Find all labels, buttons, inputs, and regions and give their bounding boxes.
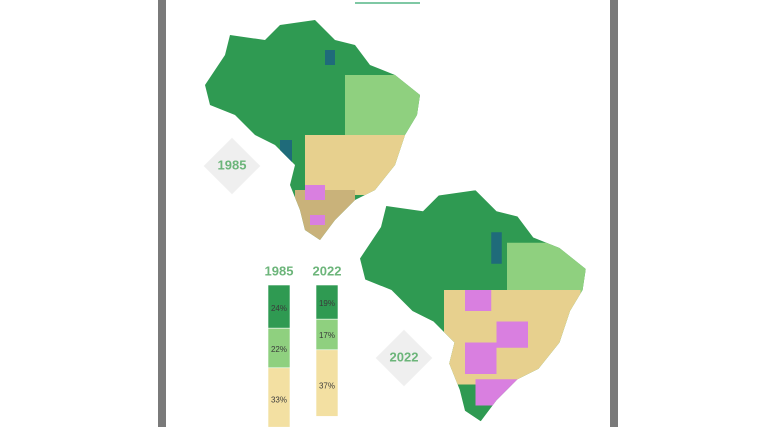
bar-segment — [267, 367, 291, 427]
value-label: 33% — [271, 396, 287, 405]
frame-right — [610, 0, 618, 427]
value-label: 19% — [319, 299, 335, 308]
bar-segment — [315, 349, 339, 417]
diamond — [203, 137, 261, 195]
frame-left — [158, 0, 166, 427]
stacked-bars: 1985 24% 22% 33% 2022 19% 17% 37% — [265, 263, 342, 427]
value-label: 24% — [271, 304, 287, 313]
bar-year-label: 2022 — [313, 263, 342, 278]
value-label: 37% — [319, 382, 335, 391]
value-label: 22% — [271, 345, 287, 354]
value-label: 17% — [319, 331, 335, 340]
bar-year-label: 1985 — [265, 263, 294, 278]
map-year-label: 2022 — [390, 349, 419, 364]
map-year-label: 1985 — [218, 157, 247, 172]
